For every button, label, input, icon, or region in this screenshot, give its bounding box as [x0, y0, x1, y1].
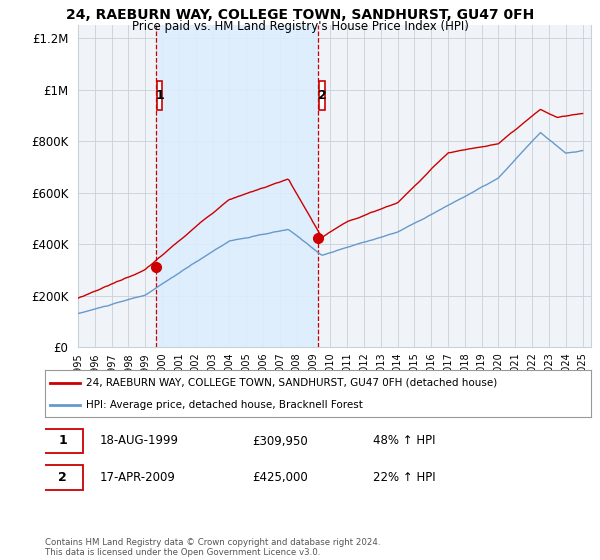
Text: Contains HM Land Registry data © Crown copyright and database right 2024.
This d: Contains HM Land Registry data © Crown c…: [45, 538, 380, 557]
FancyBboxPatch shape: [319, 81, 325, 110]
Text: 24, RAEBURN WAY, COLLEGE TOWN, SANDHURST, GU47 0FH (detached house): 24, RAEBURN WAY, COLLEGE TOWN, SANDHURST…: [86, 378, 497, 388]
FancyBboxPatch shape: [42, 428, 83, 454]
Text: 2: 2: [318, 89, 326, 102]
Text: Price paid vs. HM Land Registry's House Price Index (HPI): Price paid vs. HM Land Registry's House …: [131, 20, 469, 32]
Text: £425,000: £425,000: [253, 471, 308, 484]
Text: HPI: Average price, detached house, Bracknell Forest: HPI: Average price, detached house, Brac…: [86, 400, 363, 410]
Bar: [156, 25, 319, 347]
Text: 24, RAEBURN WAY, COLLEGE TOWN, SANDHURST, GU47 0FH: 24, RAEBURN WAY, COLLEGE TOWN, SANDHURST…: [66, 8, 534, 22]
Text: 22% ↑ HPI: 22% ↑ HPI: [373, 471, 435, 484]
Text: 1: 1: [155, 89, 164, 102]
Text: 48% ↑ HPI: 48% ↑ HPI: [373, 435, 435, 447]
Text: 2: 2: [58, 471, 67, 484]
Text: 17-APR-2009: 17-APR-2009: [100, 471, 175, 484]
FancyBboxPatch shape: [157, 81, 163, 110]
Text: £309,950: £309,950: [253, 435, 308, 447]
FancyBboxPatch shape: [42, 465, 83, 490]
Text: 18-AUG-1999: 18-AUG-1999: [100, 435, 179, 447]
Text: 1: 1: [58, 435, 67, 447]
